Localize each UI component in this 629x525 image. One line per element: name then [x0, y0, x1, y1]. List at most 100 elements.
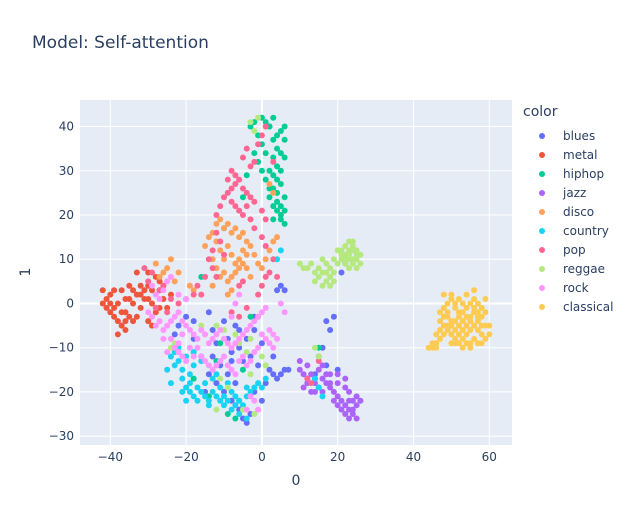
data-point-disco [160, 269, 167, 276]
legend-item-reggae[interactable]: reggae [523, 259, 627, 278]
data-point-reggae [357, 260, 364, 267]
legend-item-hiphop[interactable]: hiphop [523, 164, 627, 183]
data-point-pop [224, 176, 231, 183]
data-point-metal [118, 309, 125, 316]
data-point-reggae [308, 260, 315, 267]
data-point-classical [478, 331, 485, 338]
data-point-pop [239, 212, 246, 218]
data-point-pop [232, 181, 239, 188]
data-point-disco [224, 278, 231, 285]
data-point-hiphop [262, 176, 269, 183]
data-point-classical [482, 309, 489, 316]
data-point-country [236, 397, 243, 404]
data-point-blues [258, 397, 265, 404]
data-point-pop [236, 176, 243, 183]
legend-label: metal [563, 147, 598, 162]
data-point-disco [251, 251, 258, 258]
data-point-country [239, 402, 246, 409]
legend-item-country[interactable]: country [523, 221, 627, 240]
data-point-reggae [327, 273, 334, 280]
legend-item-pop[interactable]: pop [523, 240, 627, 259]
data-point-classical [474, 318, 481, 325]
data-point-rock [221, 335, 227, 342]
data-point-disco [175, 269, 182, 276]
data-point-jazz [349, 411, 356, 418]
data-point-classical [448, 318, 455, 325]
data-point-disco [266, 247, 273, 254]
legend-item-rock[interactable]: rock [523, 278, 627, 297]
data-point-classical [455, 331, 462, 338]
data-point-hiphop [262, 150, 269, 157]
data-point-jazz [300, 371, 307, 378]
data-point-classical [440, 322, 447, 329]
data-point-metal [103, 296, 110, 303]
data-point-classical [459, 327, 466, 333]
data-point-hiphop [270, 172, 277, 179]
y-tick-label: 10 [59, 252, 74, 266]
data-point-pop [213, 212, 220, 218]
data-point-rock [175, 340, 182, 347]
data-point-blues [327, 327, 334, 333]
data-point-reggae [213, 322, 220, 329]
data-point-rock [179, 318, 186, 325]
legend-label: pop [563, 242, 586, 257]
data-point-metal [133, 269, 140, 276]
data-point-blues [232, 322, 239, 329]
data-point-reggae [338, 251, 345, 258]
data-point-pop [262, 273, 269, 280]
data-point-blues [228, 357, 235, 364]
data-point-jazz [327, 371, 334, 378]
data-point-rock [198, 353, 205, 360]
data-point-classical [474, 313, 481, 320]
legend-label: country [563, 223, 609, 238]
data-point-classical [444, 309, 451, 316]
data-point-jazz [330, 397, 337, 404]
data-point-disco [232, 260, 239, 267]
data-point-country [198, 388, 205, 395]
legend-item-classical[interactable]: classical [523, 297, 627, 316]
legend-item-metal[interactable]: metal [523, 145, 627, 164]
data-point-disco [221, 269, 227, 276]
data-point-jazz [342, 375, 349, 382]
legend-item-blues[interactable]: blues [523, 126, 627, 145]
data-point-pop [239, 154, 246, 161]
data-point-rock [167, 335, 174, 342]
data-point-classical [444, 313, 451, 320]
legend-label: reggae [563, 261, 606, 276]
data-point-rock [149, 282, 155, 289]
data-point-country [205, 402, 212, 409]
data-point-classical [448, 291, 455, 298]
data-point-metal [145, 296, 152, 303]
plot-background [80, 100, 512, 445]
data-point-classical [455, 313, 462, 320]
data-point-rock [236, 357, 243, 364]
data-point-reggae [315, 265, 322, 272]
data-point-country [224, 380, 231, 387]
data-point-disco [217, 247, 224, 254]
data-point-pop [266, 269, 273, 276]
data-point-jazz [342, 402, 349, 409]
data-point-country [175, 357, 182, 364]
legend-title: color [523, 104, 558, 120]
data-point-pop [258, 207, 265, 214]
data-point-pop [308, 380, 315, 387]
data-point-metal [133, 313, 140, 320]
legend-label: blues [563, 128, 596, 143]
data-point-classical [425, 344, 432, 351]
data-point-pop [217, 238, 224, 245]
legend-item-disco[interactable]: disco [523, 202, 627, 221]
data-point-country [194, 384, 201, 391]
legend-label: classical [563, 299, 614, 314]
data-point-classical [471, 287, 478, 294]
data-point-reggae [346, 265, 353, 272]
legend-item-jazz[interactable]: jazz [523, 183, 627, 202]
data-point-disco [213, 220, 220, 227]
data-point-disco [262, 256, 269, 263]
data-point-disco [247, 273, 254, 280]
data-point-rock [266, 327, 273, 333]
data-point-disco [228, 273, 235, 280]
data-point-rock [202, 357, 209, 364]
data-point-metal [114, 300, 121, 307]
data-point-classical [463, 322, 470, 329]
